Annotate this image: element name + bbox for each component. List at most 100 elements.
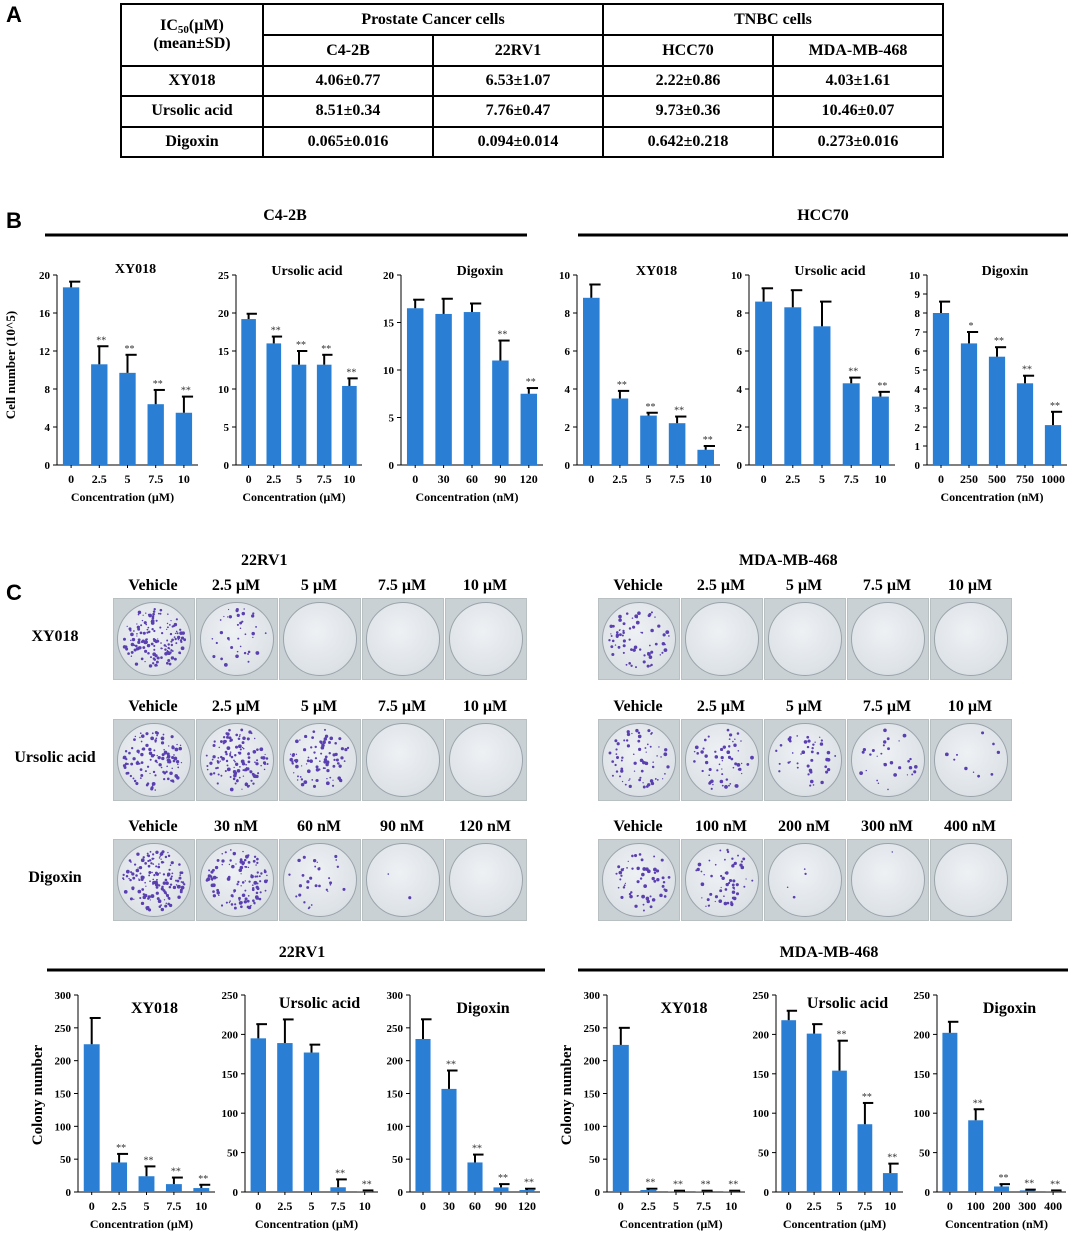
colony bbox=[152, 863, 155, 865]
colony bbox=[162, 873, 166, 876]
x-tick-label: 10 bbox=[178, 472, 190, 486]
colony bbox=[325, 762, 329, 767]
colony bbox=[152, 652, 157, 657]
colony bbox=[820, 780, 824, 785]
colony bbox=[664, 888, 668, 893]
colony bbox=[708, 774, 711, 777]
y-tick-label: 50 bbox=[589, 1154, 601, 1166]
colony bbox=[639, 877, 643, 880]
plate-concentration-label: 7.5 µM bbox=[377, 698, 427, 715]
colony bbox=[173, 622, 178, 627]
colony bbox=[228, 901, 231, 904]
colony bbox=[726, 850, 730, 854]
colony bbox=[314, 865, 317, 868]
colony bbox=[328, 877, 331, 880]
table-column-header: C4-2B bbox=[262, 34, 434, 67]
colony bbox=[656, 779, 659, 781]
colony bbox=[653, 867, 657, 872]
colony bbox=[166, 881, 169, 884]
significance-mark: ** bbox=[472, 1144, 482, 1155]
colony bbox=[173, 657, 177, 661]
bar bbox=[241, 319, 256, 465]
colony bbox=[239, 860, 244, 864]
colony bbox=[309, 759, 313, 763]
colony bbox=[144, 640, 148, 644]
colony bbox=[167, 760, 172, 764]
colony bbox=[622, 622, 626, 626]
colony bbox=[166, 649, 169, 652]
colony bbox=[257, 772, 260, 775]
colony bbox=[135, 868, 140, 873]
colony bbox=[239, 765, 241, 768]
colony bbox=[240, 885, 242, 887]
colony-plate bbox=[847, 598, 929, 680]
colony bbox=[166, 752, 170, 756]
y-tick-label: 50 bbox=[60, 1154, 72, 1166]
table-row: XY018 4.06±0.77 6.53±1.07 2.22±0.86 4.03… bbox=[120, 64, 944, 98]
colony bbox=[145, 743, 149, 748]
x-tick-label: 0 bbox=[246, 472, 252, 486]
colony bbox=[636, 866, 640, 871]
colony bbox=[146, 631, 149, 634]
colony bbox=[158, 763, 162, 767]
colony bbox=[724, 785, 728, 789]
colony bbox=[628, 892, 632, 896]
colony bbox=[159, 612, 162, 615]
colony bbox=[263, 879, 268, 884]
colony bbox=[316, 861, 318, 863]
colony bbox=[635, 620, 640, 625]
colony bbox=[137, 640, 141, 645]
colony bbox=[168, 623, 171, 626]
colony bbox=[139, 768, 143, 772]
colony bbox=[343, 760, 346, 763]
colony bbox=[169, 771, 173, 775]
bar bbox=[583, 297, 600, 465]
plate-concentration-label: 10 µM bbox=[462, 698, 508, 715]
colony bbox=[640, 769, 644, 773]
colony bbox=[622, 644, 626, 648]
colony bbox=[179, 631, 183, 635]
table-cell: 10.46±0.07 bbox=[772, 95, 944, 128]
colony bbox=[263, 870, 267, 874]
colony bbox=[150, 736, 154, 741]
colony-plate bbox=[598, 719, 680, 801]
colony bbox=[614, 739, 618, 743]
colony bbox=[809, 770, 813, 774]
colony bbox=[653, 855, 656, 858]
y-tick-label: 12 bbox=[39, 346, 51, 358]
bar bbox=[467, 1162, 483, 1192]
colony bbox=[144, 660, 146, 663]
colony bbox=[245, 856, 248, 859]
colony bbox=[247, 760, 251, 764]
y-tick-label: 0 bbox=[915, 460, 921, 472]
significance-mark: ** bbox=[198, 1174, 208, 1185]
colony bbox=[646, 664, 650, 668]
colony bbox=[336, 865, 340, 869]
x-tick-label: 5 bbox=[673, 1199, 679, 1213]
colony bbox=[740, 740, 742, 742]
x-tick-label: 5 bbox=[125, 472, 131, 486]
colony bbox=[166, 765, 168, 768]
colony bbox=[228, 728, 231, 732]
colony bbox=[324, 755, 328, 759]
colony bbox=[246, 899, 250, 903]
colony bbox=[160, 851, 164, 855]
colony bbox=[144, 862, 147, 865]
x-tick-label: 7.5 bbox=[166, 1199, 181, 1213]
colony bbox=[148, 630, 151, 634]
colony bbox=[701, 897, 703, 899]
colony bbox=[704, 754, 708, 758]
colony-dots bbox=[891, 851, 893, 853]
colony bbox=[648, 655, 653, 659]
colony bbox=[242, 850, 244, 853]
colony bbox=[726, 901, 730, 905]
colony bbox=[156, 897, 160, 901]
y-tick-label: 100 bbox=[584, 1121, 601, 1133]
colony bbox=[697, 862, 702, 867]
colony bbox=[256, 748, 259, 751]
colony bbox=[221, 859, 225, 863]
colony bbox=[239, 865, 244, 870]
colony bbox=[636, 880, 640, 884]
colony bbox=[643, 654, 646, 657]
colony bbox=[243, 900, 247, 904]
